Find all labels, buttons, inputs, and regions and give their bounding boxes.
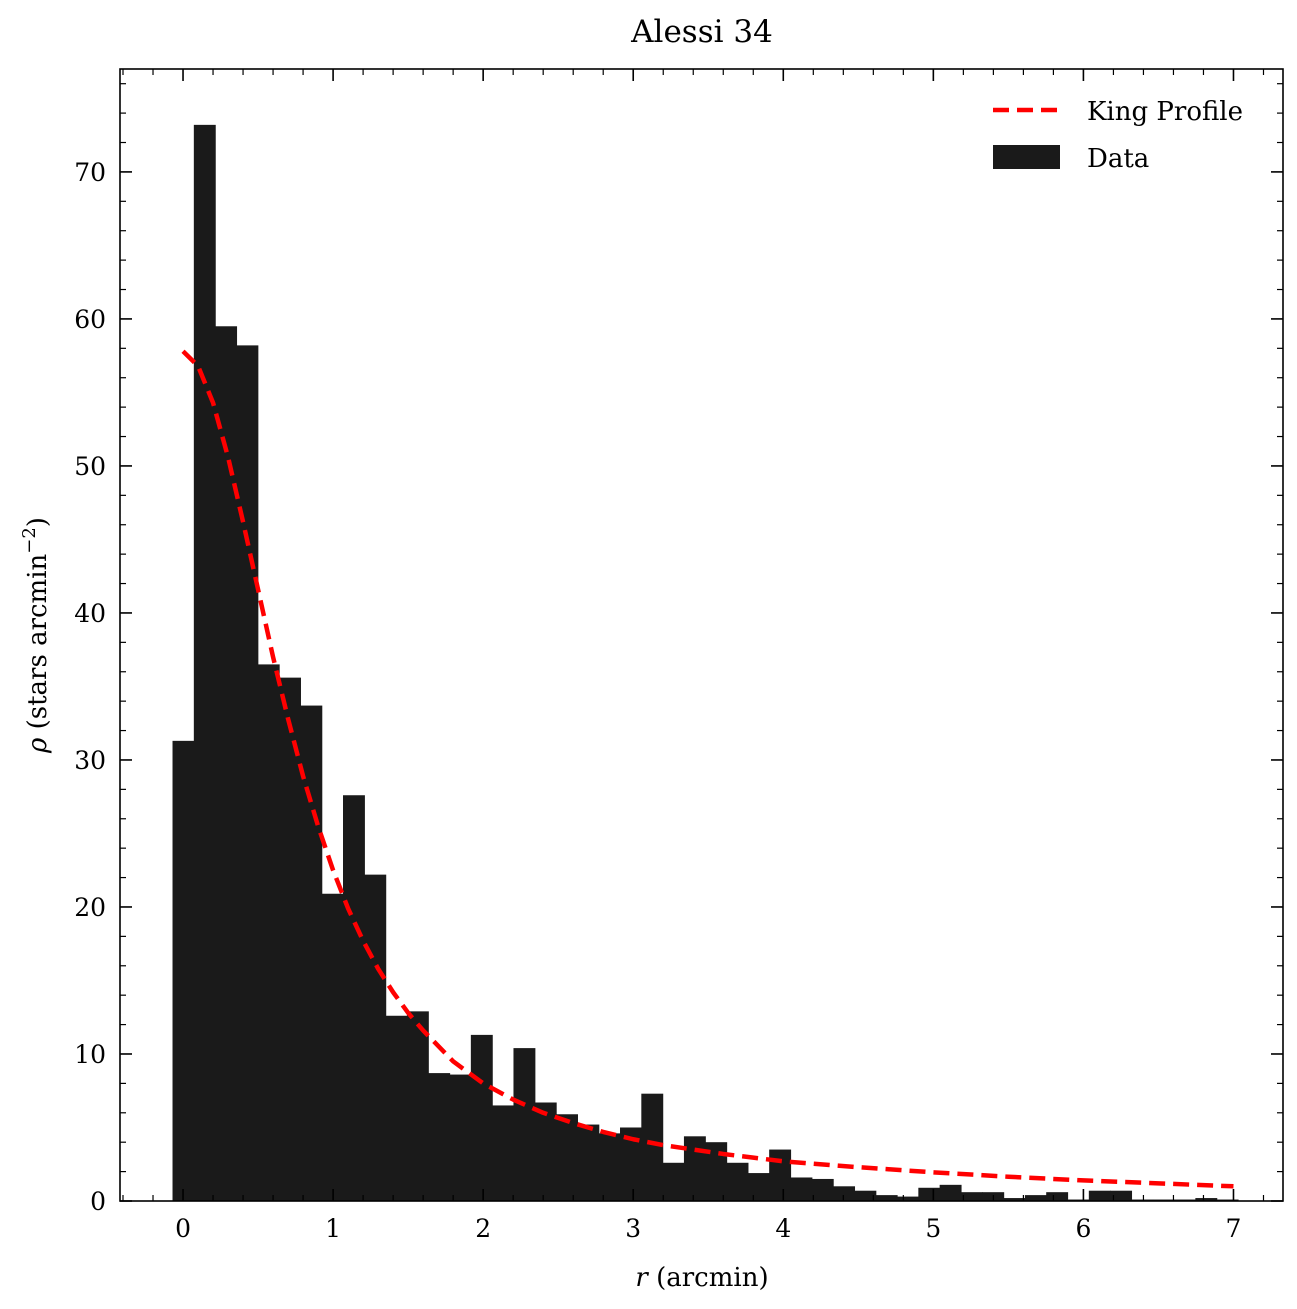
x-tick-label: 7 [1226, 1214, 1242, 1243]
histogram-bar [641, 1093, 664, 1201]
histogram-bar [343, 795, 365, 1201]
histogram-bar [236, 345, 259, 1201]
histogram-bar [470, 1034, 493, 1201]
y-tick-label: 50 [74, 452, 106, 481]
histogram-bar [215, 326, 238, 1201]
histogram-bar [406, 1011, 429, 1201]
histogram-bar [1046, 1192, 1069, 1201]
histogram-bar [172, 740, 195, 1201]
histogram-bar [747, 1173, 770, 1201]
histogram-bar [534, 1102, 557, 1201]
histogram-bar [492, 1105, 515, 1201]
king-profile-curve [181, 349, 1234, 1189]
king-profile-line [181, 349, 1234, 1189]
x-tick-label: 3 [625, 1214, 641, 1243]
histogram-bar [790, 1177, 813, 1201]
chart-title: Alessi 34 [630, 14, 773, 50]
histogram-bar [620, 1127, 642, 1201]
histogram-bar [769, 1149, 792, 1201]
histogram-bar [854, 1190, 877, 1201]
histogram-bar [683, 1136, 706, 1201]
histogram-bar [1024, 1195, 1047, 1201]
histogram-bar [1110, 1190, 1133, 1201]
histogram-bar [449, 1074, 472, 1201]
y-tick-label: 30 [74, 746, 106, 775]
histogram-bars [172, 124, 1239, 1202]
x-tick-label: 0 [175, 1214, 191, 1243]
histogram-bar [662, 1162, 685, 1201]
histogram-bar [939, 1184, 962, 1201]
legend-label-data: Data [1087, 144, 1149, 174]
plot-frame [119, 68, 1284, 1202]
histogram-bar [811, 1178, 834, 1201]
histogram-bar [918, 1187, 941, 1201]
y-tick-label: 10 [74, 1040, 106, 1069]
histogram-bar [428, 1073, 451, 1201]
histogram-bar [1003, 1198, 1026, 1201]
histogram-bar [193, 124, 216, 1202]
histogram-bar [726, 1162, 749, 1201]
histogram-bar [960, 1192, 983, 1201]
y-tick-label: 60 [74, 305, 106, 334]
histogram-bar [513, 1048, 536, 1201]
histogram-bar [598, 1133, 621, 1201]
y-tick-label: 70 [74, 158, 106, 187]
legend-label-king-profile: King Profile [1087, 97, 1243, 127]
histogram-bar [833, 1186, 856, 1201]
y-tick-label: 0 [90, 1187, 106, 1216]
x-tick-label: 5 [925, 1214, 941, 1243]
x-tick-label: 1 [325, 1214, 341, 1243]
legend: King Profile Data [993, 97, 1243, 174]
legend-patch-swatch [993, 145, 1060, 169]
histogram-bar [556, 1114, 578, 1201]
histogram-bar [257, 664, 280, 1201]
y-tick-label: 20 [74, 893, 106, 922]
y-axis-label: ρ (stars arcmin−2) [19, 517, 53, 754]
histogram-bar [897, 1196, 919, 1201]
histogram-bar [279, 677, 301, 1201]
histogram-bar [321, 893, 344, 1201]
x-tick-label: 6 [1075, 1214, 1091, 1243]
histogram-bar [385, 1015, 408, 1201]
x-axis-label: r (arcmin) [635, 1263, 768, 1293]
histogram-bar [1195, 1198, 1218, 1201]
axis-ticks [120, 69, 1283, 1202]
x-tick-label: 4 [775, 1214, 791, 1243]
y-tick-label: 40 [74, 599, 106, 628]
histogram-bar [300, 705, 323, 1201]
x-tick-label: 2 [475, 1214, 491, 1243]
histogram-bar [875, 1195, 898, 1201]
histogram-bar [1088, 1190, 1111, 1201]
histogram-bar [364, 874, 387, 1201]
histogram-bar [705, 1142, 728, 1201]
histogram-bar [577, 1124, 600, 1201]
